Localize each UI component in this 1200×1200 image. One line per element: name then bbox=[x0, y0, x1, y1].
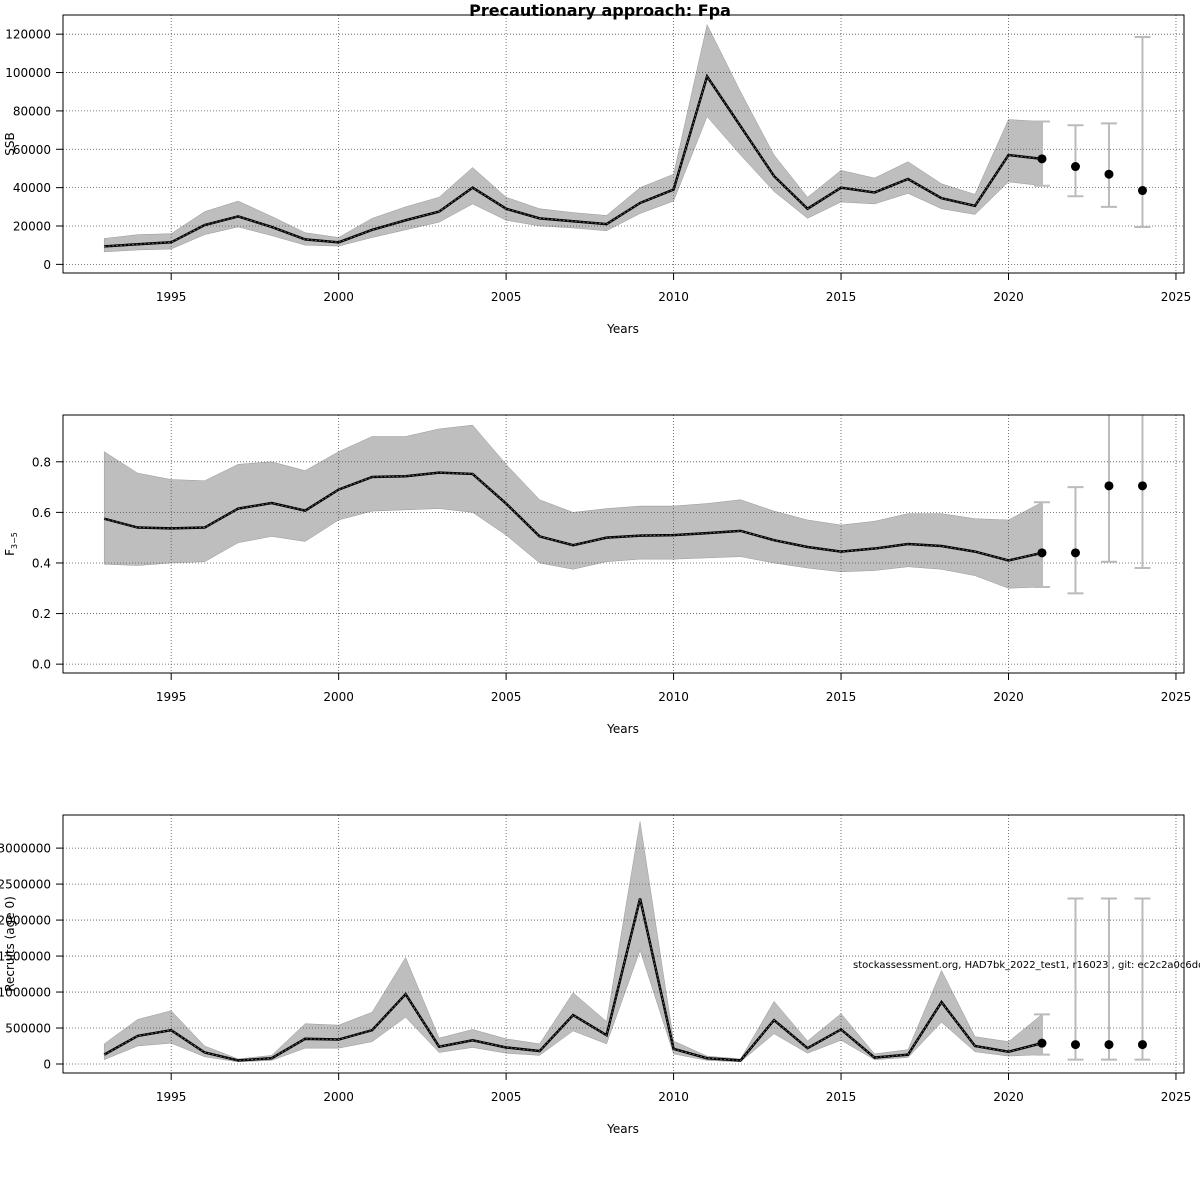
x-tick-label: 1995 bbox=[156, 690, 187, 704]
forecast-point bbox=[1037, 1038, 1047, 1048]
y-axis-label: Recruits (age 0) bbox=[3, 896, 17, 992]
x-tick-label: 2000 bbox=[323, 690, 354, 704]
x-tick-label: 2005 bbox=[491, 690, 522, 704]
x-tick-label: 2010 bbox=[658, 1090, 689, 1104]
forecast-point bbox=[1137, 481, 1147, 491]
x-tick-label: 2020 bbox=[993, 690, 1024, 704]
y-tick-label: 0 bbox=[43, 1058, 51, 1072]
y-axis-label-subscript: 3−5 bbox=[10, 532, 19, 549]
y-tick-label: 40000 bbox=[13, 181, 51, 195]
x-tick-label: 2020 bbox=[993, 1090, 1024, 1104]
forecast-point bbox=[1137, 1040, 1147, 1050]
y-tick-label: 2500000 bbox=[0, 878, 51, 892]
y-tick-label: 120000 bbox=[5, 28, 51, 42]
forecast-point bbox=[1070, 548, 1080, 558]
x-tick-label: 2000 bbox=[323, 290, 354, 304]
panel-2: 1995 2000 2005 2010 2015 2020 2025 0.0 0.2 0.4 0.6… bbox=[3, 414, 1192, 736]
y-tick-label: 0.6 bbox=[32, 506, 51, 520]
y-axis-label: SSB bbox=[3, 132, 17, 155]
y-tick-label: 80000 bbox=[13, 104, 51, 118]
x-axis-label: Years bbox=[606, 722, 639, 736]
plot-area bbox=[63, 415, 1184, 673]
y-tick-label: 100000 bbox=[5, 66, 51, 80]
x-tick-label: 2015 bbox=[826, 290, 857, 304]
y-tick-label: 3000000 bbox=[0, 842, 51, 856]
x-tick-label: 2015 bbox=[826, 690, 857, 704]
y-tick-label: 0.8 bbox=[32, 455, 51, 469]
y-axis-label: F3−5 bbox=[3, 532, 19, 556]
x-tick-label: 2015 bbox=[826, 1090, 857, 1104]
panel-1: 1995 2000 2005 2010 2015 2020 2025 0 20000 40000 6… bbox=[3, 14, 1192, 336]
x-tick-label: 2010 bbox=[658, 690, 689, 704]
estimate-line-dash bbox=[104, 75, 1043, 247]
forecast-point bbox=[1137, 186, 1147, 196]
forecast-point bbox=[1070, 1040, 1080, 1050]
forecast-point bbox=[1037, 548, 1047, 558]
chart-title: Precautionary approach: Fpa bbox=[469, 1, 731, 20]
forecast-point bbox=[1104, 169, 1114, 179]
x-tick-label: 2000 bbox=[323, 1090, 354, 1104]
forecast-point bbox=[1037, 154, 1047, 164]
x-tick-label: 2025 bbox=[1161, 1090, 1192, 1104]
plot-frame bbox=[62, 814, 1185, 1074]
y-tick-label: 60000 bbox=[13, 143, 51, 157]
estimate-line-dash bbox=[104, 898, 1043, 1061]
y-tick-label: 0 bbox=[43, 258, 51, 272]
y-tick-label: 20000 bbox=[13, 220, 51, 234]
plot-area bbox=[63, 15, 1184, 273]
confidence-band bbox=[103, 821, 1043, 1063]
plot-frame bbox=[62, 14, 1185, 274]
forecast-point bbox=[1070, 162, 1080, 172]
x-tick-label: 2025 bbox=[1161, 690, 1192, 704]
forecast-point bbox=[1104, 1040, 1114, 1050]
y-tick-label: 1000000 bbox=[0, 986, 51, 1000]
footnote: stockassessment.org, HAD7bk_2022_test1, … bbox=[853, 960, 1200, 971]
estimate-line bbox=[103, 471, 1043, 562]
x-tick-label: 2020 bbox=[993, 290, 1024, 304]
y-tick-label: 2000000 bbox=[0, 914, 51, 928]
y-tick-label: 0.2 bbox=[32, 607, 51, 621]
x-tick-label: 2005 bbox=[491, 1090, 522, 1104]
x-tick-label: 2005 bbox=[491, 290, 522, 304]
y-tick-label: 0.0 bbox=[32, 658, 51, 672]
estimate-line bbox=[103, 898, 1043, 1062]
x-tick-label: 1995 bbox=[156, 290, 187, 304]
plot-area bbox=[63, 815, 1184, 1073]
y-tick-label: 500000 bbox=[5, 1022, 51, 1036]
y-tick-label: 0.4 bbox=[32, 556, 51, 570]
forecast-point bbox=[1104, 481, 1114, 491]
x-tick-label: 2025 bbox=[1161, 290, 1192, 304]
x-tick-label: 1995 bbox=[156, 1090, 187, 1104]
panel-3: 1995 2000 2005 2010 2015 2020 2025 0 500000 10000… bbox=[0, 814, 1192, 1136]
x-axis-label: Years bbox=[606, 322, 639, 336]
x-axis-label: Years bbox=[606, 1122, 639, 1136]
plot-frame bbox=[62, 414, 1185, 674]
y-tick-label: 1500000 bbox=[0, 950, 51, 964]
x-tick-label: 2010 bbox=[658, 290, 689, 304]
